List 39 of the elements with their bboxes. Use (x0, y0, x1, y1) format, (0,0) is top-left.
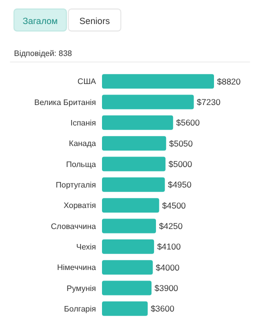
y-tick-label: Польща (66, 160, 97, 169)
data-label: $5600 (176, 118, 200, 128)
bar (102, 94, 194, 110)
y-tick-label: Німеччина (57, 263, 97, 272)
bar (102, 239, 154, 254)
tab-button: Seniors (68, 8, 122, 32)
y-tick-label: Іспанія (70, 118, 96, 128)
data-label: $4000 (156, 262, 180, 272)
y-tick-label: Чехія (76, 242, 96, 252)
data-label: $4950 (168, 180, 192, 190)
data-label: $5050 (169, 138, 194, 148)
chart-subtitle: Відповідей: 838 (14, 49, 73, 58)
y-tick-label: Хорватія (64, 201, 96, 210)
y-tick-label: Румунія (66, 284, 96, 293)
data-label: $5000 (168, 158, 192, 169)
y-tick-label: Болгарія (64, 304, 96, 314)
bar (102, 301, 148, 316)
bar (102, 218, 156, 234)
bar (102, 156, 166, 172)
data-label: $4100 (157, 242, 181, 252)
data-label: $3600 (150, 304, 175, 314)
tab-button: Загалом (14, 8, 67, 32)
y-tick-label: США (78, 77, 97, 86)
data-label: $7230 (196, 96, 221, 107)
bar (102, 260, 153, 275)
data-label: $4250 (158, 220, 183, 231)
bar (102, 198, 160, 213)
bar (102, 74, 214, 89)
bar (102, 280, 152, 296)
data-label: $3900 (154, 282, 178, 293)
y-tick-label: Канада (68, 139, 97, 148)
bar (102, 115, 174, 130)
y-tick-label: Велика Британія (34, 98, 96, 107)
bar (102, 177, 165, 192)
data-label: $4500 (162, 200, 186, 210)
y-tick-label: Португалія (56, 180, 96, 190)
y-tick-label: Словаччина (50, 222, 97, 231)
data-label: $8820 (217, 76, 241, 86)
bar (102, 136, 166, 151)
